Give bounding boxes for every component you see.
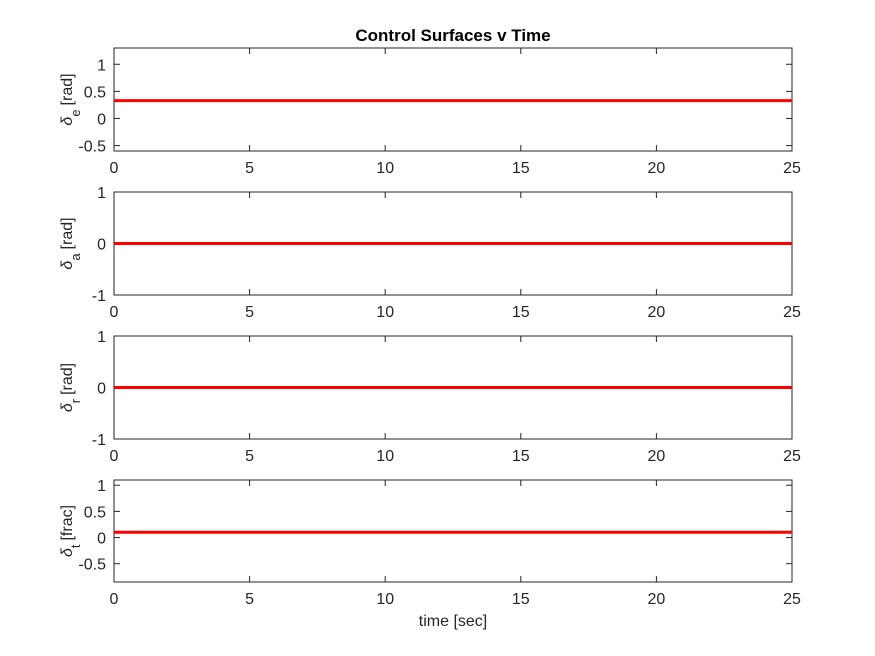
- y-tick-label: 0: [97, 381, 106, 398]
- y-axis-subscript: r: [68, 398, 83, 403]
- y-tick-label: -0.5: [78, 557, 106, 574]
- x-axis-label: time [sec]: [419, 613, 487, 630]
- y-tick-label: 0: [97, 237, 106, 254]
- x-tick-label: 20: [648, 160, 666, 177]
- x-tick-label: 15: [512, 304, 530, 321]
- x-tick-label: 10: [376, 304, 394, 321]
- y-tick-label: -0.5: [78, 139, 106, 156]
- x-tick-label: 5: [245, 591, 254, 608]
- y-tick-label: 0: [97, 531, 106, 548]
- y-axis-unit: [rad]: [59, 217, 76, 249]
- y-axis-label: δa [rad]: [59, 217, 83, 269]
- y-axis-symbol: δ: [59, 260, 76, 270]
- y-tick-label: 1: [97, 185, 106, 202]
- x-tick-label: 5: [245, 448, 254, 465]
- y-axis-subscript: e: [68, 109, 83, 116]
- y-axis-unit: [rad]: [59, 363, 76, 395]
- y-tick-label: 0.5: [84, 84, 106, 101]
- y-tick-label: 1: [97, 57, 106, 74]
- figure-title: Control Surfaces v Time: [355, 26, 550, 45]
- y-axis-symbol: δ: [59, 547, 76, 557]
- x-tick-label: 5: [245, 304, 254, 321]
- x-tick-label: 0: [110, 448, 119, 465]
- y-axis-label: δr [rad]: [59, 363, 83, 412]
- x-tick-label: 15: [512, 591, 530, 608]
- x-tick-label: 20: [648, 304, 666, 321]
- x-tick-label: 10: [376, 591, 394, 608]
- x-tick-label: 25: [783, 160, 801, 177]
- y-axis-unit: [rad]: [59, 73, 76, 105]
- y-axis-symbol: δ: [59, 116, 76, 126]
- x-tick-label: 20: [648, 591, 666, 608]
- x-tick-label: 25: [783, 448, 801, 465]
- y-tick-label: 1: [97, 478, 106, 495]
- x-tick-label: 25: [783, 304, 801, 321]
- y-axis-label: δe [rad]: [59, 73, 83, 125]
- x-tick-label: 15: [512, 448, 530, 465]
- y-tick-label: 1: [97, 329, 106, 346]
- y-tick-label: -1: [92, 288, 106, 305]
- y-axis-unit: [frac]: [59, 505, 76, 541]
- y-axis-subscript: a: [68, 253, 83, 261]
- x-tick-label: 0: [110, 160, 119, 177]
- y-tick-label: -1: [92, 432, 106, 449]
- y-axis-subscript: t: [68, 544, 83, 548]
- x-tick-label: 10: [376, 448, 394, 465]
- x-tick-label: 0: [110, 591, 119, 608]
- y-tick-label: 0.5: [84, 504, 106, 521]
- x-tick-label: 15: [512, 160, 530, 177]
- x-tick-label: 10: [376, 160, 394, 177]
- x-tick-label: 5: [245, 160, 254, 177]
- x-tick-label: 0: [110, 304, 119, 321]
- y-tick-label: 0: [97, 111, 106, 128]
- y-axis-label: δt [frac]: [59, 505, 83, 557]
- x-tick-label: 20: [648, 448, 666, 465]
- y-axis-symbol: δ: [59, 402, 76, 412]
- x-tick-label: 25: [783, 591, 801, 608]
